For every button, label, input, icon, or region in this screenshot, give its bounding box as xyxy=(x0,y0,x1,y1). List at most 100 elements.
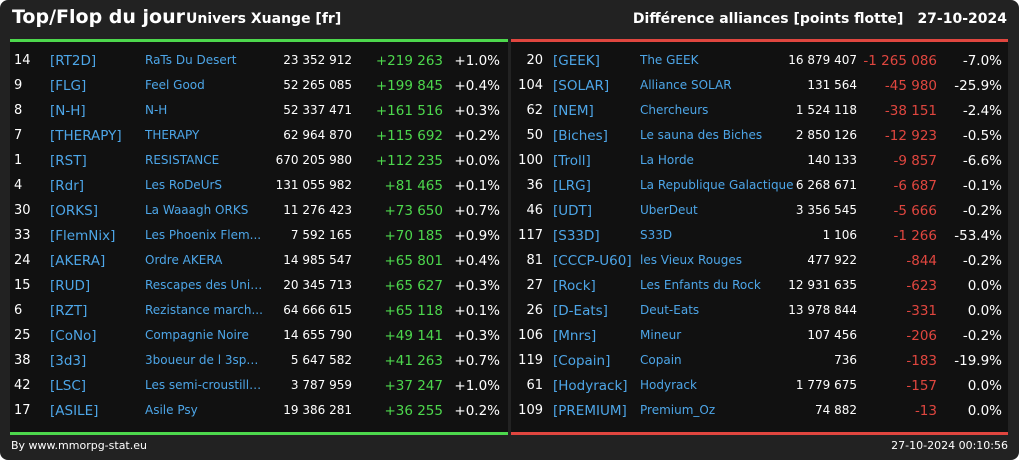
alliance-name-link[interactable]: Rezistance march... xyxy=(145,303,263,317)
points-cell: 1 106 xyxy=(822,228,857,242)
flop-row: 106 [Mnrs] Mineur 107 456 -206 -0.2% xyxy=(511,323,1008,348)
alliance-tag-link[interactable]: [RST] xyxy=(50,153,87,169)
difference-cell: +112 235 xyxy=(375,153,443,169)
difference-cell: -12 923 xyxy=(884,128,937,144)
alliance-tag-link[interactable]: [AKERA] xyxy=(50,253,106,269)
rank-cell: 117 xyxy=(518,228,543,243)
alliance-tag-link[interactable]: [FLG] xyxy=(50,78,87,94)
points-cell: 64 666 615 xyxy=(283,303,352,317)
alliance-name-link[interactable]: Asile Psy xyxy=(145,403,198,417)
alliance-name-link[interactable]: THERAPY xyxy=(145,128,200,142)
alliance-name-link[interactable]: Les RoDeUrS xyxy=(145,178,223,192)
points-cell: 14 985 547 xyxy=(283,253,352,267)
alliance-tag-link[interactable]: [ORKS] xyxy=(50,203,98,219)
points-cell: 11 276 423 xyxy=(283,203,352,217)
percent-cell: -0.5% xyxy=(962,128,1002,144)
alliance-name-link[interactable]: Les semi-croustilla... xyxy=(145,378,263,392)
alliance-tag-link[interactable]: [NEM] xyxy=(553,103,594,119)
rank-cell: 33 xyxy=(14,228,31,243)
flop-row: 50 [Biches] Le sauna des Biches 2 850 126 -1… xyxy=(511,123,1008,148)
percent-cell: -0.2% xyxy=(962,203,1002,219)
points-cell: 107 456 xyxy=(807,328,857,342)
percent-cell: -25.9% xyxy=(954,78,1002,94)
percent-cell: -2.4% xyxy=(962,103,1002,119)
alliance-tag-link[interactable]: [Mnrs] xyxy=(553,328,597,344)
flop-row: 62 [NEM] Chercheurs 1 524 118 -38 151 -2.4% xyxy=(511,98,1008,123)
alliance-tag-link[interactable]: [PREMIUM] xyxy=(553,403,627,419)
alliance-name-link[interactable]: RaTs Du Desert xyxy=(145,53,237,67)
alliance-tag-link[interactable]: [GEEK] xyxy=(553,53,600,69)
alliance-name-link[interactable]: 3boueur de l 3space xyxy=(145,353,263,367)
alliance-tag-link[interactable]: [Copain] xyxy=(553,353,611,369)
alliance-tag-link[interactable]: [CCCP-U60] xyxy=(553,253,632,269)
difference-cell: -38 151 xyxy=(884,103,937,119)
alliance-name-link[interactable]: Feel Good xyxy=(145,78,205,92)
percent-cell: -6.6% xyxy=(962,153,1002,169)
rank-cell: 46 xyxy=(526,203,543,218)
points-cell: 3 787 959 xyxy=(290,378,352,392)
alliance-name-link[interactable]: RESISTANCE xyxy=(145,153,220,167)
alliance-tag-link[interactable]: [RT2D] xyxy=(50,53,97,69)
percent-cell: +0.4% xyxy=(454,78,500,94)
difference-cell: -5 666 xyxy=(893,203,937,219)
difference-cell: -206 xyxy=(906,328,937,344)
flop-row: 61 [Hodyrack] Hodyrack 1 779 675 -157 0.0% xyxy=(511,373,1008,398)
alliance-tag-link[interactable]: [Rock] xyxy=(553,278,596,294)
flop-row: 36 [LRG] La Republique Galactique 6 268 671… xyxy=(511,173,1008,198)
alliance-tag-link[interactable]: [UDT] xyxy=(553,203,593,219)
flop-row: 100 [Troll] La Horde 140 133 -9 857 -6.6% xyxy=(511,148,1008,173)
rank-cell: 104 xyxy=(518,78,543,93)
top-row: 4 [Rdr] Les RoDeUrS 131 055 982 +81 465 +0.1% xyxy=(10,173,508,198)
alliance-name-link[interactable]: La Waaagh ORKS xyxy=(145,203,249,217)
alliance-name-link[interactable]: Les Phoenix Flem... xyxy=(145,228,262,242)
percent-cell: +0.9% xyxy=(454,228,500,244)
points-cell: 23 352 912 xyxy=(283,53,352,67)
alliance-name-link[interactable]: Rescapes des Univ... xyxy=(145,278,263,292)
percent-cell: 0.0% xyxy=(967,378,1002,394)
alliance-tag-link[interactable]: [N-H] xyxy=(50,103,86,119)
points-cell: 140 133 xyxy=(807,153,857,167)
alliance-name-link[interactable]: N-H xyxy=(145,103,168,117)
top-row: 6 [RZT] Rezistance march... 64 666 615 +65 1… xyxy=(10,298,508,323)
points-cell: 3 356 545 xyxy=(795,203,857,217)
alliance-tag-link[interactable]: [3d3] xyxy=(50,353,87,369)
points-cell: 5 647 582 xyxy=(290,353,352,367)
alliance-tag-link[interactable]: [LRG] xyxy=(553,178,591,194)
top-row: 30 [ORKS] La Waaagh ORKS 11 276 423 +73 650 +… xyxy=(10,198,508,223)
alliance-tag-link[interactable]: [D-Eats] xyxy=(553,303,608,319)
alliance-tag-link[interactable]: [THERAPY] xyxy=(50,128,122,144)
difference-cell: -844 xyxy=(906,253,937,269)
alliance-tag-link[interactable]: [RZT] xyxy=(50,303,88,319)
alliance-tag-link[interactable]: [Hodyrack] xyxy=(553,378,628,394)
alliance-tag-link[interactable]: [S33D] xyxy=(553,228,600,244)
points-cell: 670 205 980 xyxy=(275,153,352,167)
flop-row: 109 [PREMIUM] Premium_Oz 74 882 -13 0.0% xyxy=(511,398,1008,423)
alliance-tag-link[interactable]: [Troll] xyxy=(553,153,591,169)
difference-cell: +65 627 xyxy=(384,278,443,294)
alliance-tag-link[interactable]: [ASILE] xyxy=(50,403,99,419)
alliance-tag-link[interactable]: [Biches] xyxy=(553,128,608,144)
rank-cell: 50 xyxy=(526,128,543,143)
credit-link[interactable]: By www.mmorpg-stat.eu xyxy=(11,439,147,452)
top-row: 9 [FLG] Feel Good 52 265 085 +199 845 +0.4% xyxy=(10,73,508,98)
alliance-tag-link[interactable]: [Rdr] xyxy=(50,178,85,194)
percent-cell: +0.1% xyxy=(454,303,500,319)
difference-cell: +49 141 xyxy=(384,328,443,344)
alliance-tag-link[interactable]: [LSC] xyxy=(50,378,87,394)
top-row: 15 [RUD] Rescapes des Univ... 20 345 713 +65… xyxy=(10,273,508,298)
top-row: 24 [AKERA] Ordre AKERA 14 985 547 +65 801 +0.… xyxy=(10,248,508,273)
alliance-tag-link[interactable]: [RUD] xyxy=(50,278,91,294)
difference-cell: -623 xyxy=(906,278,937,294)
rank-cell: 27 xyxy=(526,278,543,293)
points-cell: 74 882 xyxy=(815,403,857,417)
points-cell: 2 850 126 xyxy=(795,128,857,142)
alliance-tag-link[interactable]: [SOLAR] xyxy=(553,78,610,94)
alliance-tag-link[interactable]: [CoNo] xyxy=(50,328,97,344)
rank-cell: 30 xyxy=(14,203,31,218)
alliance-name-link[interactable]: Compagnie Noire xyxy=(145,328,249,342)
rank-cell: 7 xyxy=(14,128,23,143)
alliance-tag-link[interactable]: [FlemNix] xyxy=(50,228,116,244)
alliance-name-link[interactable]: Ordre AKERA xyxy=(145,253,223,267)
points-cell: 19 386 281 xyxy=(283,403,352,417)
